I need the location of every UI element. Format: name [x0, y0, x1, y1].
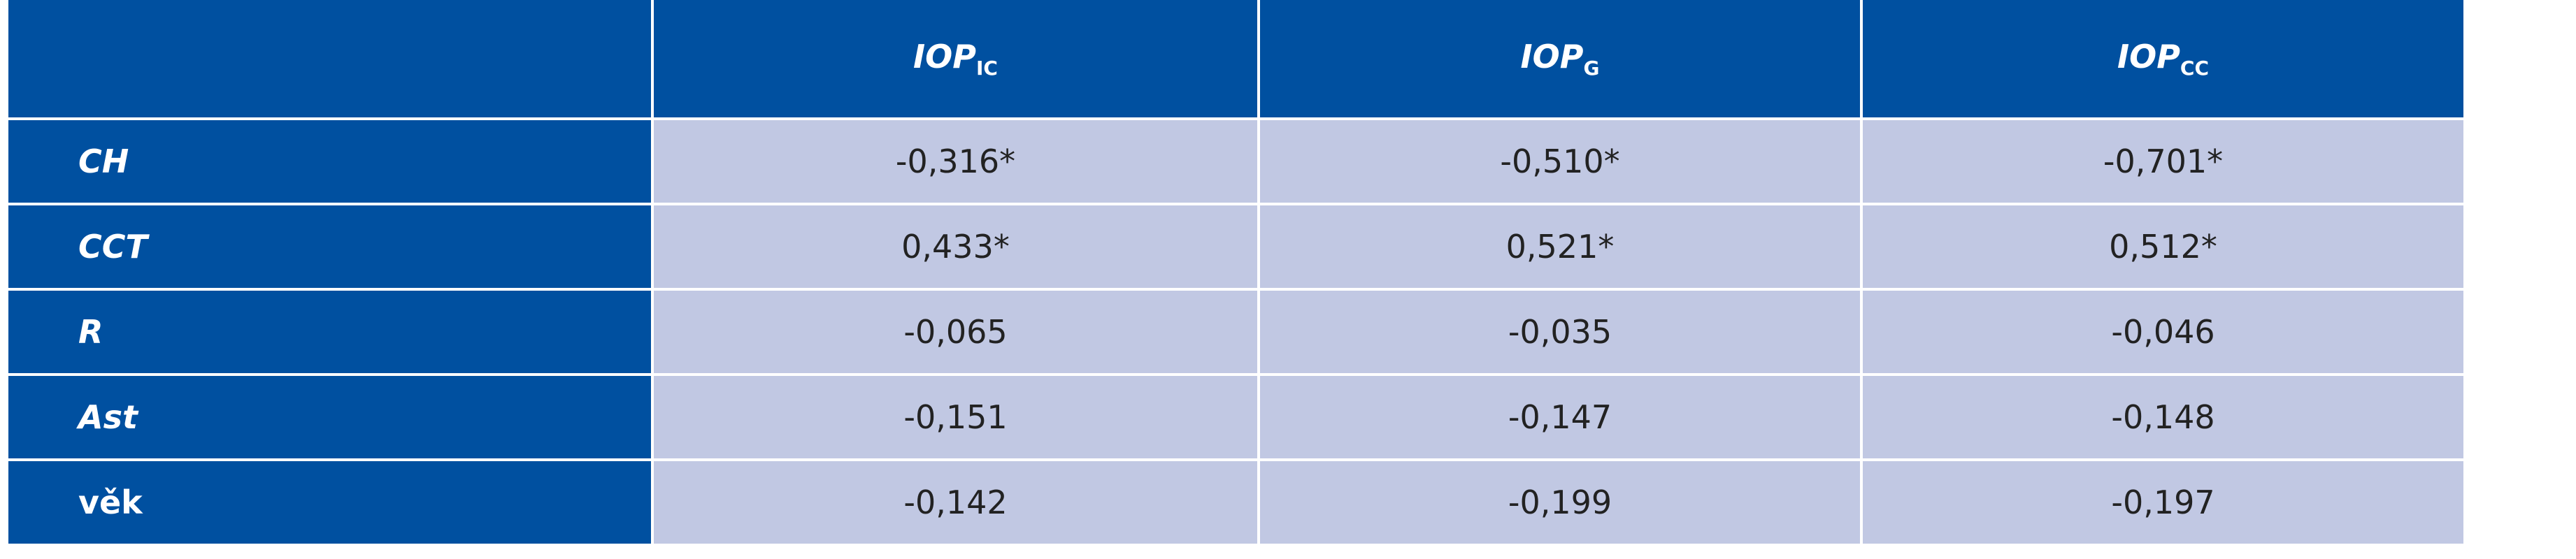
table-row: Ast -0,151 -0,147 -0,148 — [8, 373, 2466, 461]
column-header: IOPG — [1257, 0, 1863, 120]
table-row: R -0,065 -0,035 -0,046 — [8, 288, 2466, 376]
table-cell: 0,512* — [1860, 203, 2466, 291]
table-cell: -0,035 — [1257, 288, 1863, 376]
header-row: IOPIC IOPG IOPCC — [8, 0, 2466, 120]
column-header: IOPIC — [651, 0, 1260, 120]
row-label: CH — [8, 117, 654, 205]
column-header: IOPCC — [1860, 0, 2466, 120]
corner-cell — [8, 0, 654, 120]
table-cell: 0,433* — [651, 203, 1260, 291]
row-label: věk — [8, 458, 654, 546]
table-cell: -0,197 — [1860, 458, 2466, 546]
header-subscript: CC — [2180, 57, 2210, 80]
header-main: IOP — [1520, 37, 1584, 75]
table-cell: -0,142 — [651, 458, 1260, 546]
header-main: IOP — [2117, 37, 2180, 75]
table-row: věk -0,142 -0,199 -0,197 — [8, 458, 2466, 546]
row-label: Ast — [8, 373, 654, 461]
table-cell: 0,521* — [1257, 203, 1863, 291]
header-main: IOP — [913, 37, 976, 75]
table-cell: -0,199 — [1257, 458, 1863, 546]
header-subscript: IC — [975, 57, 998, 80]
table-cell: -0,046 — [1860, 288, 2466, 376]
table-cell: -0,510* — [1257, 117, 1863, 205]
row-label: R — [8, 288, 654, 376]
header-subscript: G — [1583, 57, 1600, 80]
table-body: CH -0,316* -0,510* -0,701* CCT 0,433* 0,521* 0,… — [8, 117, 2466, 546]
row-label: CCT — [8, 203, 654, 291]
data-table: IOPIC IOPG IOPCC CH -0,316* -0,510* -0,701* CC… — [8, 0, 2466, 546]
table-cell: -0,151 — [651, 373, 1260, 461]
table-cell: -0,701* — [1860, 117, 2466, 205]
table-cell: -0,147 — [1257, 373, 1863, 461]
table-row: CH -0,316* -0,510* -0,701* — [8, 117, 2466, 205]
table-cell: -0,065 — [651, 288, 1260, 376]
table-row: CCT 0,433* 0,521* 0,512* — [8, 203, 2466, 291]
table-cell: -0,148 — [1860, 373, 2466, 461]
table-cell: -0,316* — [651, 117, 1260, 205]
